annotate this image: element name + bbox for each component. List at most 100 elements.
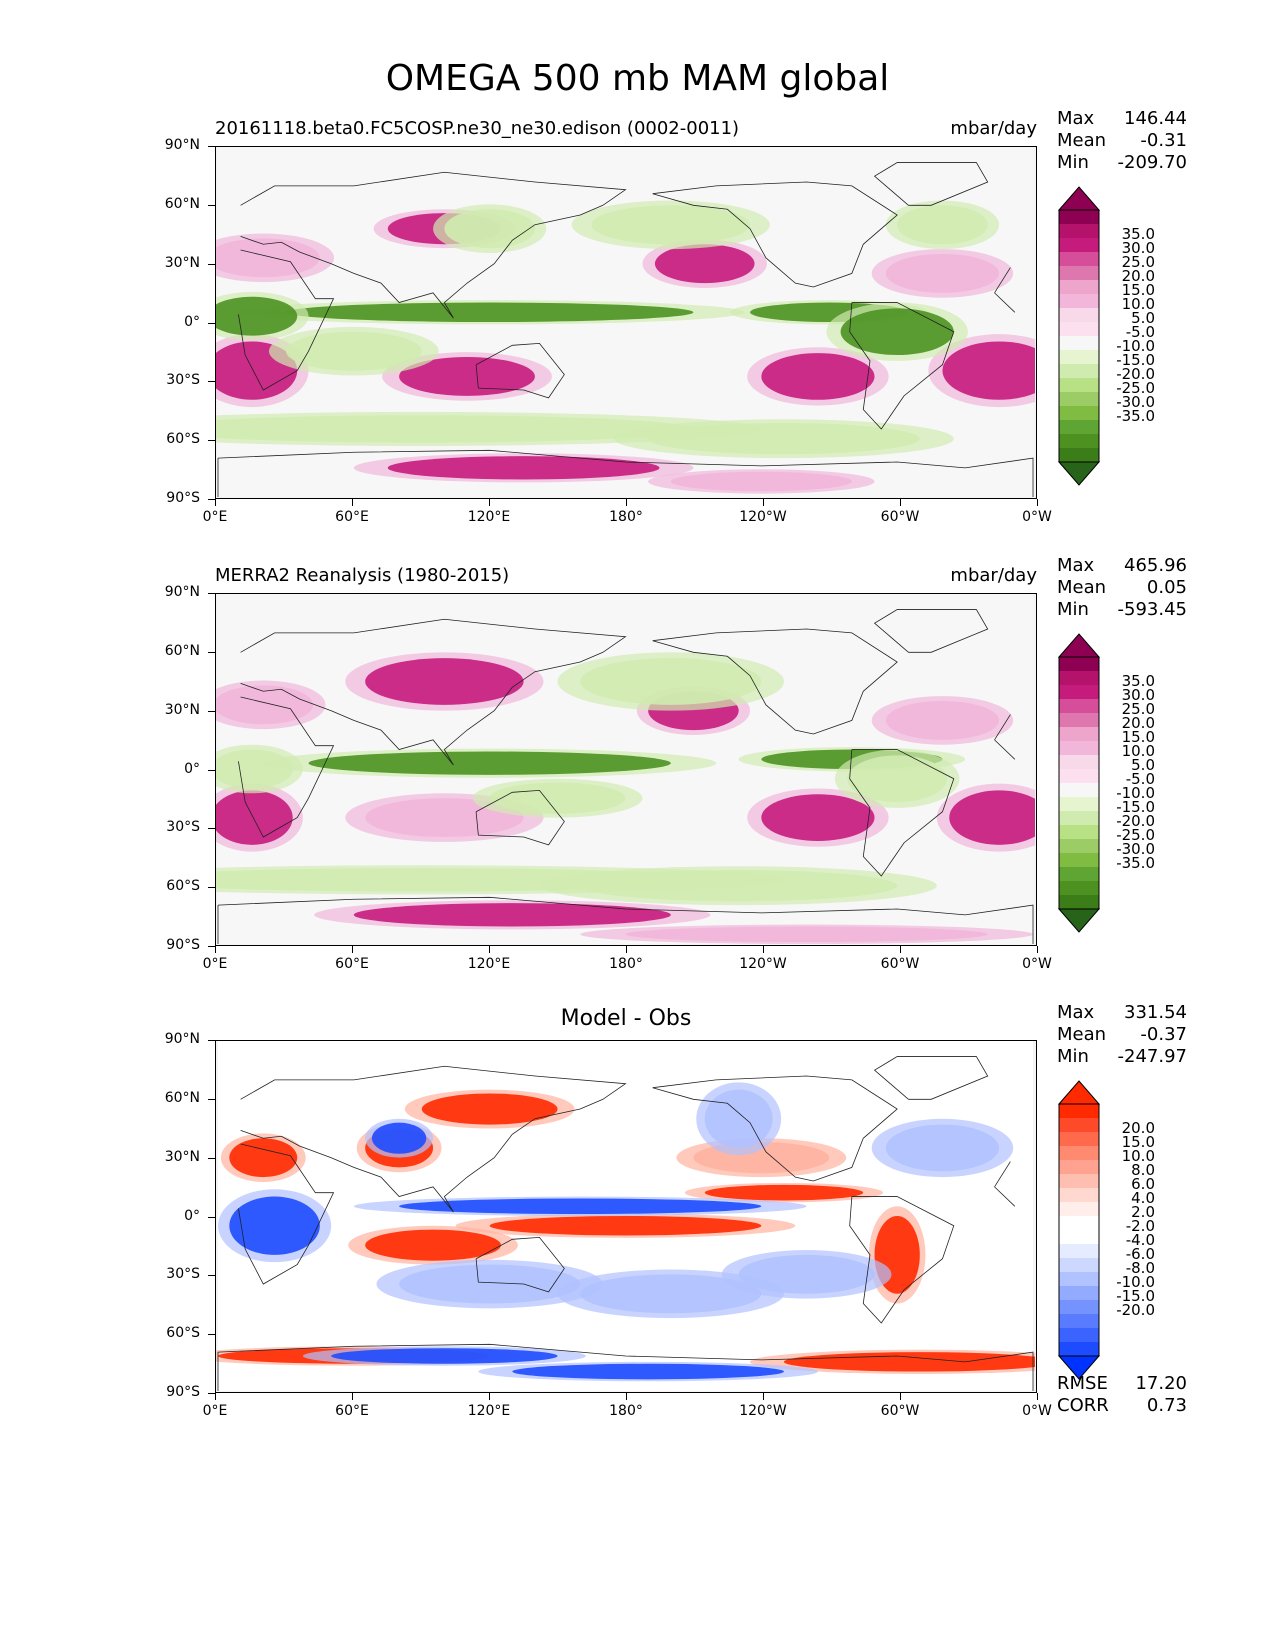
colorbar-tick-label: 10.0: [1121, 742, 1155, 760]
panel-obs-map: [215, 593, 1037, 946]
lon-tick-label: 180°: [609, 956, 643, 972]
colorbar-swatch: [1059, 448, 1099, 463]
panel-model-colorbar: [1057, 186, 1101, 486]
stat-label: CORR: [1057, 1395, 1109, 1416]
colorbar-swatch: [1059, 1160, 1099, 1175]
colorbar-swatch: [1059, 811, 1099, 826]
lat-tickmark: [208, 440, 215, 442]
obs-blob: [580, 870, 898, 902]
colorbar-swatch: [1059, 210, 1099, 225]
lon-tickmark: [763, 1393, 764, 1400]
panel-model-title: 20161118.beta0.FC5COSP.ne30_ne30.edison …: [215, 118, 740, 139]
lon-tick-label: 60°W: [880, 1403, 920, 1419]
colorbar-tick-label: -5.0: [1125, 770, 1155, 788]
colorbar-swatch: [1059, 769, 1099, 784]
obs-blob: [847, 755, 947, 803]
diff-blob: [885, 1124, 1000, 1172]
colorbar-extend-top: [1057, 633, 1101, 658]
lat-tickmark: [208, 651, 215, 653]
lat-tickmark: [208, 499, 215, 500]
lon-tick-label: 60°E: [335, 1403, 369, 1419]
obs-blob: [885, 700, 1000, 740]
lat-tick-label: 0°: [184, 1207, 200, 1224]
obs-blob: [761, 794, 875, 841]
colorbar-swatch: [1059, 1314, 1099, 1329]
stat-row: Max 331.54: [1057, 1002, 1187, 1024]
colorbar-swatch: [1059, 1146, 1099, 1161]
colorbar-outline: [1058, 656, 1100, 910]
stat-value: -593.45: [1117, 599, 1187, 620]
panel-obs-field: [216, 594, 1035, 944]
coastline: [652, 1075, 898, 1182]
stat-row: CORR 0.73: [1057, 1395, 1187, 1417]
panel-diff-map: [215, 1040, 1037, 1393]
model-blob: [761, 353, 875, 400]
obs-blob: [365, 658, 524, 705]
lat-tick-label: 90°S: [166, 490, 200, 506]
colorbar-tick-label: 10.0: [1121, 295, 1155, 313]
lat-tickmark: [208, 1157, 215, 1159]
lon-tick-label: 180°: [609, 1403, 643, 1419]
colorbar-tick-label: 25.0: [1121, 253, 1155, 271]
lat-tickmark: [208, 593, 215, 594]
colorbar-tick-label: -15.0: [1116, 798, 1155, 816]
lon-tickmark: [1037, 499, 1038, 506]
colorbar-tick-label: 5.0: [1131, 756, 1155, 774]
colorbar-tick-label: -30.0: [1116, 840, 1155, 858]
colorbar-extend-bottom: [1057, 461, 1101, 486]
colorbar-swatch: [1059, 1286, 1099, 1301]
stat-row: Max 465.96: [1057, 555, 1187, 577]
lon-tickmark: [900, 1393, 901, 1400]
colorbar-tick-label: -10.0: [1116, 337, 1155, 355]
lon-tick-label: 120°W: [739, 509, 787, 525]
figure-title: OMEGA 500 mb MAM global: [385, 58, 890, 99]
panel-model-stats: Max 146.44 Mean -0.31 Min -209.70: [1057, 108, 1187, 174]
panel-obs-colorbar: [1057, 633, 1101, 933]
diff-blob: [399, 1198, 762, 1215]
colorbar-swatch: [1059, 308, 1099, 323]
colorbar-extend-top: [1057, 1080, 1101, 1105]
lat-tick-label: 30°S: [166, 1266, 200, 1283]
panel-diff-stats: Max 331.54 Mean -0.37 Min -247.97: [1057, 1002, 1187, 1068]
stat-value: -247.97: [1117, 1046, 1187, 1067]
colorbar-swatch: [1059, 280, 1099, 295]
lon-tickmark: [900, 499, 901, 506]
obs-blob: [216, 685, 314, 725]
lat-tick-label: 90°S: [166, 1384, 200, 1400]
diff-blob: [704, 1089, 773, 1148]
lon-tickmark: [763, 946, 764, 953]
colorbar-tick-label: 8.0: [1131, 1161, 1155, 1179]
lon-tick-label: 0°E: [202, 956, 228, 972]
colorbar-tick-label: 15.0: [1121, 1133, 1155, 1151]
lon-tickmark: [900, 946, 901, 953]
colorbar-extend-bottom: [1057, 908, 1101, 933]
stat-label: Min: [1057, 1046, 1089, 1067]
colorbar-swatch: [1059, 1174, 1099, 1189]
lat-tick-label: 60°S: [166, 1325, 200, 1342]
colorbar-tick-label: -10.0: [1116, 1273, 1155, 1291]
colorbar-swatch: [1059, 671, 1099, 686]
lon-tickmark: [489, 1393, 490, 1400]
diff-blob: [365, 1229, 501, 1261]
obs-blob: [353, 903, 671, 927]
lon-tick-label: 0°W: [1022, 509, 1052, 525]
lat-tickmark: [208, 828, 215, 830]
lon-tick-label: 180°: [609, 509, 643, 525]
coastline: [849, 302, 955, 430]
model-blob: [387, 456, 660, 480]
stat-row: Min -209.70: [1057, 152, 1187, 174]
colorbar-swatch: [1059, 1188, 1099, 1203]
diff-blob: [784, 1352, 1035, 1372]
lat-tick-label: 60°S: [166, 431, 200, 448]
lat-tickmark: [208, 1275, 215, 1277]
model-blob: [216, 238, 320, 278]
diff-blob: [371, 1122, 427, 1154]
colorbar-swatch: [1059, 1244, 1099, 1259]
colorbar-tick-label: 6.0: [1131, 1175, 1155, 1193]
colorbar-tick-label: 4.0: [1131, 1189, 1155, 1207]
colorbar-tick-label: -20.0: [1116, 1301, 1155, 1319]
lon-tick-label: 120°E: [467, 509, 511, 525]
colorbar-swatch: [1059, 1328, 1099, 1343]
colorbar-swatch: [1059, 434, 1099, 449]
lat-tick-label: 0°: [184, 313, 200, 330]
